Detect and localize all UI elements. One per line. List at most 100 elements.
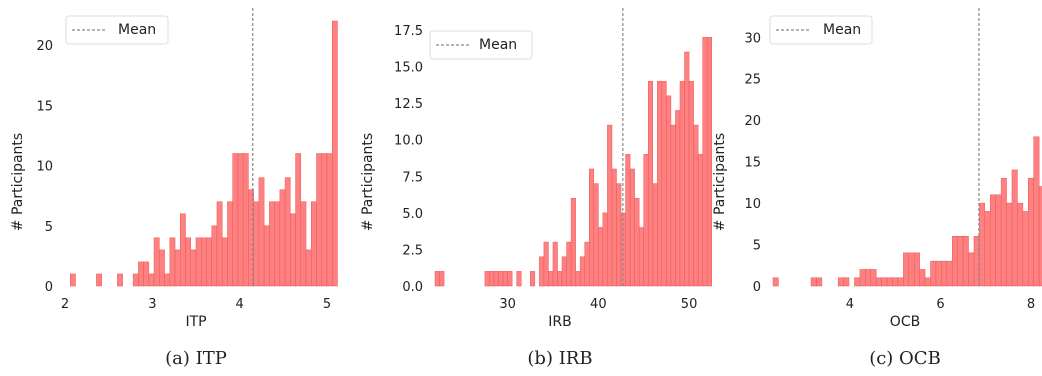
bar xyxy=(69,273,76,287)
bar xyxy=(489,271,495,287)
bar xyxy=(643,154,649,287)
legend-box xyxy=(769,15,873,45)
bar xyxy=(935,260,942,287)
bars-ocb xyxy=(772,136,1042,287)
ylabel-itp: # Participants xyxy=(10,133,26,231)
bar xyxy=(274,201,281,287)
caption-ocb: (c) OCB xyxy=(869,348,941,369)
bar xyxy=(148,273,155,287)
bar xyxy=(886,277,893,287)
x-tick-label: 30 xyxy=(499,297,516,312)
bar xyxy=(169,237,176,287)
bar xyxy=(772,277,779,287)
bar xyxy=(311,201,317,287)
bar xyxy=(693,124,699,287)
bar xyxy=(164,273,171,287)
xlabel-irb: IRB xyxy=(548,314,571,330)
y-tick-label: 15.0 xyxy=(394,61,423,76)
bar xyxy=(237,153,244,287)
bar xyxy=(484,271,490,287)
bar xyxy=(1017,202,1024,287)
bar xyxy=(930,260,937,287)
bar xyxy=(575,271,581,287)
bar xyxy=(232,153,239,287)
y-tick-label: 5 xyxy=(45,220,53,235)
bar xyxy=(903,252,910,287)
y-tick-label: 2.5 xyxy=(402,243,423,258)
bar xyxy=(502,271,508,287)
y-tick-label: 7.5 xyxy=(402,170,423,185)
bar xyxy=(305,249,312,287)
bar xyxy=(434,271,440,287)
bar xyxy=(865,269,872,287)
y-tick-label: 0 xyxy=(45,280,53,295)
legend-box xyxy=(429,30,533,60)
chart-irb: # Participants IRB (b) IRB Mean 30 40 50 0.… xyxy=(360,8,713,369)
bar xyxy=(616,183,622,287)
bar xyxy=(316,153,323,287)
y-tick-label: 10 xyxy=(36,160,53,175)
bar xyxy=(897,277,904,287)
bar xyxy=(652,183,658,287)
bar xyxy=(843,277,850,287)
bar xyxy=(584,241,590,287)
y-tick-label: 20 xyxy=(36,39,53,54)
bar xyxy=(634,197,640,287)
x-tick-label: 2 xyxy=(61,297,69,312)
bar xyxy=(326,153,333,287)
bar xyxy=(679,80,685,287)
bar xyxy=(1006,202,1013,287)
bar xyxy=(1022,211,1029,287)
bar xyxy=(190,249,197,287)
x-tick-label: 8 xyxy=(1027,297,1035,312)
bar xyxy=(493,271,499,287)
bar xyxy=(661,80,667,287)
bar xyxy=(657,80,663,287)
xlabel-ocb: OCB xyxy=(890,314,920,330)
bar xyxy=(598,227,604,287)
bar xyxy=(979,202,986,287)
bar xyxy=(498,271,504,287)
bar xyxy=(870,269,877,287)
bar xyxy=(924,277,931,287)
bar xyxy=(561,256,567,287)
bar xyxy=(321,153,328,287)
bar xyxy=(638,227,644,287)
bar xyxy=(962,236,969,287)
bar xyxy=(629,168,635,287)
bar xyxy=(702,37,708,287)
x-tick-label: 6 xyxy=(936,297,944,312)
bar xyxy=(816,277,823,287)
bar xyxy=(990,194,996,287)
caption-itp: (a) ITP xyxy=(165,348,227,369)
bar xyxy=(670,124,676,287)
y-tick-label: 10 xyxy=(744,197,761,212)
bar xyxy=(706,37,713,287)
bar xyxy=(995,194,1002,287)
bar xyxy=(611,168,617,287)
x-tick-label: 3 xyxy=(148,297,156,312)
bar xyxy=(195,237,202,287)
y-tick-label: 0 xyxy=(753,280,761,295)
y-tick-label: 15 xyxy=(36,99,53,114)
bar xyxy=(602,212,608,287)
bar xyxy=(854,277,861,287)
bar xyxy=(570,197,576,287)
bars-irb xyxy=(434,37,713,287)
bars-itp xyxy=(69,20,338,287)
bar xyxy=(258,177,265,287)
bar xyxy=(810,277,817,287)
bar xyxy=(242,153,249,287)
y-tick-label: 5.0 xyxy=(402,207,423,222)
y-tick-label: 0.0 xyxy=(402,280,423,295)
bar xyxy=(211,225,218,287)
bar xyxy=(174,249,181,287)
bar xyxy=(859,269,866,287)
bar xyxy=(688,80,694,287)
legend-label-irb: Mean xyxy=(479,37,517,53)
bar xyxy=(837,277,844,287)
bar xyxy=(1033,136,1040,287)
bar xyxy=(1028,177,1034,287)
bar xyxy=(548,271,554,287)
bar xyxy=(300,201,307,287)
